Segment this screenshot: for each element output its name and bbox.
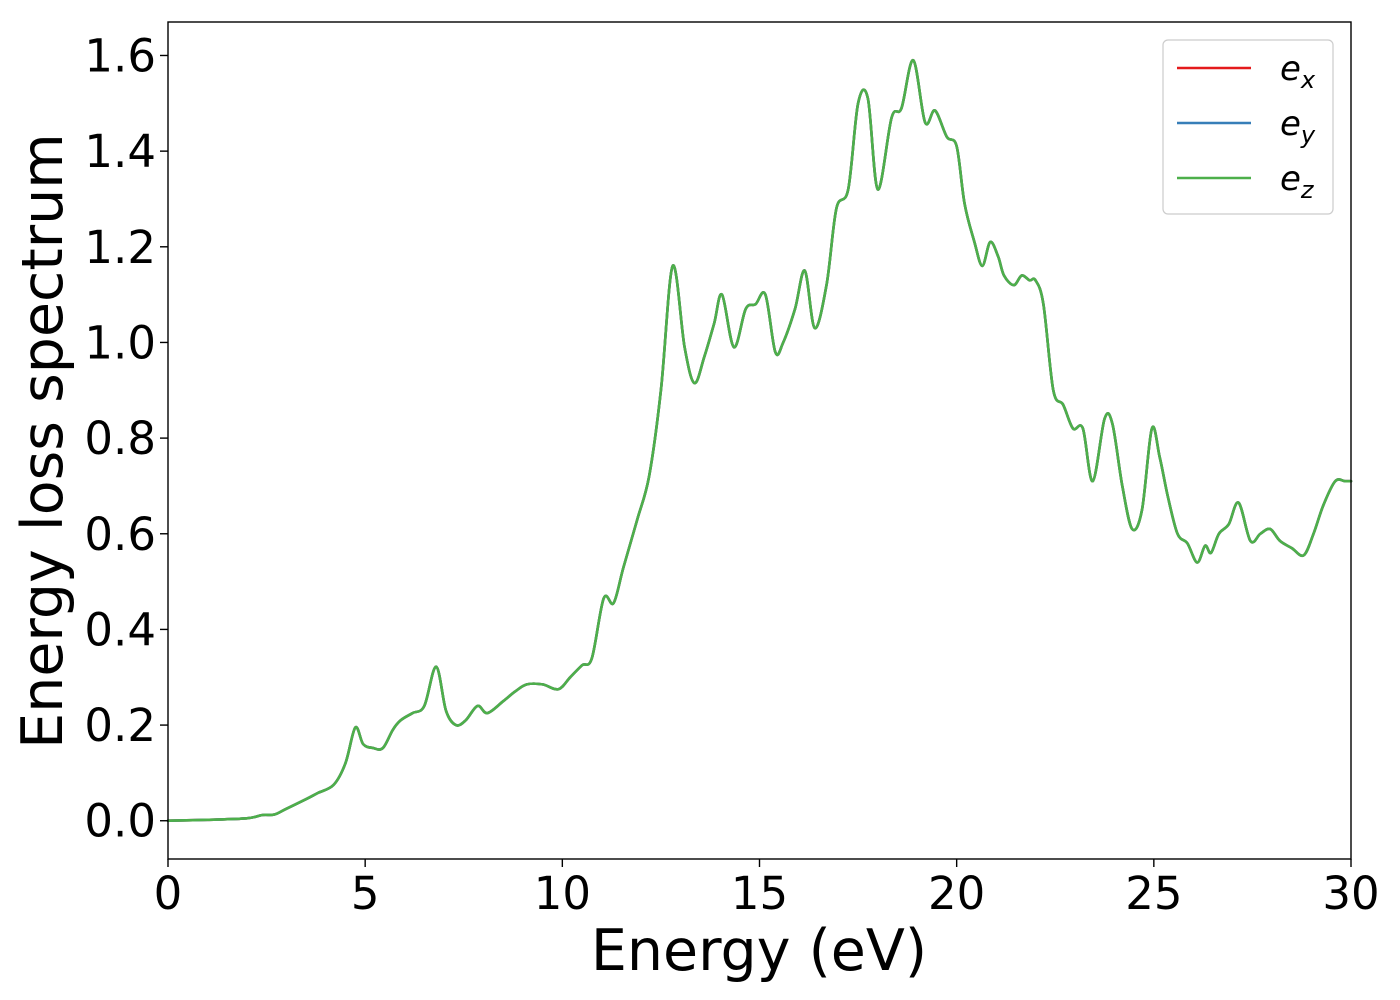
x-tick-label: 0 — [154, 867, 183, 920]
y-tick-label: 1.6 — [84, 29, 156, 82]
x-tick-label: 5 — [351, 867, 380, 920]
legend-label-e-z: ez — [1280, 159, 1315, 204]
y-tick-label: 1.2 — [84, 221, 156, 274]
x-axis-ticks: 0 5 10 15 20 25 30 — [154, 859, 1380, 920]
y-tick-label: 0.2 — [84, 699, 156, 752]
y-tick-label: 0.6 — [84, 508, 156, 561]
x-tick-label: 10 — [534, 867, 591, 920]
x-tick-label: 15 — [731, 867, 788, 920]
legend: ex ey ez — [1162, 39, 1334, 215]
series-layer — [166, 58, 1353, 822]
y-axis-ticks: 0.0 0.2 0.4 0.6 0.8 1.0 1.2 1.4 1.6 — [84, 29, 168, 848]
legend-entries: ex ey ez — [1177, 49, 1316, 204]
y-tick-label: 0.0 — [84, 795, 156, 848]
y-tick-label: 0.4 — [84, 603, 156, 656]
legend-box — [1162, 39, 1334, 215]
legend-label-e-x: ex — [1280, 49, 1316, 94]
legend-label-e-y: ey — [1280, 104, 1316, 149]
y-tick-label: 1.0 — [84, 316, 156, 369]
x-tick-label: 20 — [928, 867, 985, 920]
y-axis-title: Energy loss spectrum — [10, 133, 76, 749]
x-axis-title: Energy (eV) — [591, 918, 927, 984]
y-tick-label: 1.4 — [84, 125, 156, 178]
x-tick-label: 30 — [1322, 867, 1379, 920]
series-line-e-z — [166, 58, 1353, 822]
y-tick-label: 0.8 — [84, 412, 156, 465]
x-tick-label: 25 — [1125, 867, 1182, 920]
